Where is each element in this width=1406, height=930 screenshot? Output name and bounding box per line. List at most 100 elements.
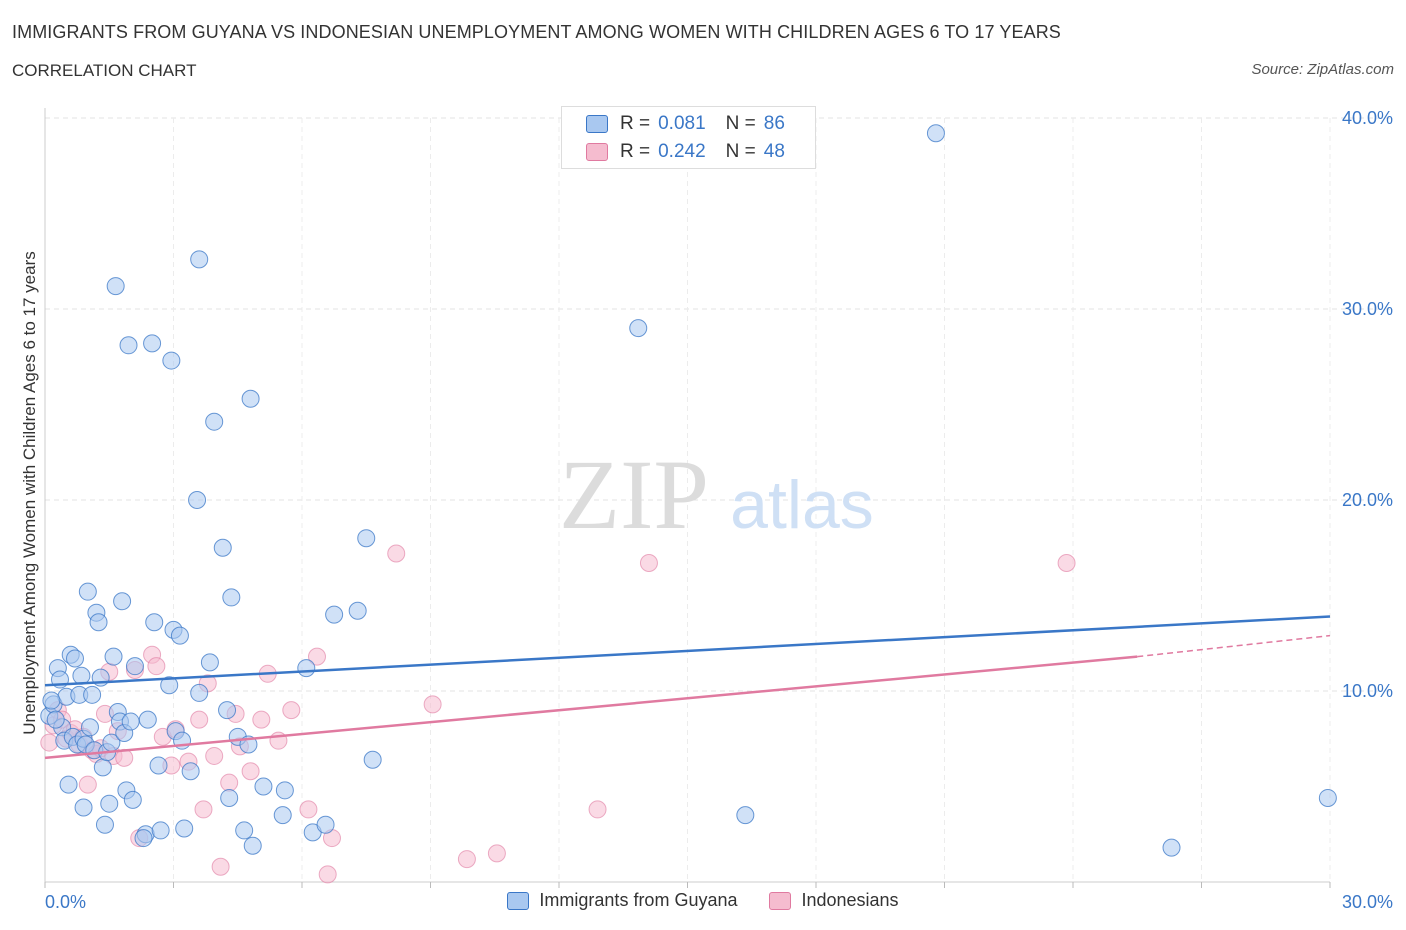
n-label: N = — [725, 141, 756, 162]
indonesians-point — [487, 844, 506, 863]
tick-labels: 10.0% 20.0% 30.0% 40.0% 0.0% 30.0% — [45, 108, 1393, 912]
guyana-point — [83, 685, 102, 704]
indonesians-swatch — [586, 143, 608, 161]
guyana-point — [100, 794, 119, 813]
guyana-point — [162, 351, 181, 370]
y-tick-label: 30.0% — [1342, 299, 1393, 319]
guyana-point — [629, 319, 648, 338]
chart-subtitle: CORRELATION CHART — [12, 61, 197, 80]
indonesians-point — [423, 695, 442, 714]
r-label: R = — [620, 141, 651, 162]
stats-legend: R = 0.081 N = 86 R = 0.242 N = 48 — [561, 106, 816, 169]
y-tick-label: 20.0% — [1342, 490, 1393, 510]
watermark-zip: ZIP — [559, 439, 709, 550]
indonesians-point — [387, 544, 406, 563]
indonesians-point — [40, 733, 59, 752]
guyana-point — [72, 666, 91, 685]
n-value-indonesians: 48 — [763, 141, 785, 162]
indonesians-point — [639, 554, 658, 573]
indonesians-point — [205, 746, 224, 765]
guyana-point — [74, 798, 93, 817]
guyana-point — [65, 649, 84, 668]
guyana-point — [123, 790, 142, 809]
watermark: ZIP atlas — [559, 439, 874, 550]
guyana-point — [80, 718, 99, 737]
indonesians-point — [457, 850, 476, 869]
guyana-point — [104, 647, 123, 666]
guyana-point — [1318, 788, 1337, 807]
guyana-point — [59, 775, 78, 794]
guyana-point — [188, 491, 207, 509]
r-label: R = — [620, 113, 651, 134]
n-value-guyana: 86 — [763, 113, 785, 134]
guyana-point — [190, 683, 209, 702]
guyana-point — [348, 601, 367, 620]
guyana-point — [222, 588, 241, 607]
guyana-swatch — [586, 115, 608, 133]
guyana-point — [160, 676, 179, 695]
legend-item-guyana[interactable]: Immigrants from Guyana — [507, 890, 737, 911]
guyana-point — [46, 710, 65, 729]
guyana-point — [95, 815, 114, 834]
guyana-point — [1162, 838, 1181, 857]
indonesians-point — [318, 865, 337, 884]
legend-item-indonesians[interactable]: Indonesians — [769, 890, 899, 911]
guyana-point — [316, 815, 335, 834]
gridlines — [45, 117, 1390, 882]
y-tick-label: 10.0% — [1342, 681, 1393, 701]
guyana-point — [181, 762, 200, 781]
indonesians-point — [1057, 554, 1076, 573]
indonesians-point — [220, 773, 239, 792]
guyana-point — [241, 389, 260, 408]
guyana-point — [175, 819, 194, 838]
indonesians-trend-line — [44, 655, 1138, 760]
guyana-point — [190, 250, 209, 269]
stats-row-indonesians: R = 0.242 N = 48 — [586, 140, 785, 164]
guyana-trend-line — [44, 615, 1331, 687]
indonesians-point — [190, 710, 209, 729]
guyana-point — [254, 777, 273, 796]
x-tick-label: 0.0% — [45, 892, 86, 912]
axes — [44, 108, 1331, 888]
legend-label-guyana: Immigrants from Guyana — [539, 890, 738, 910]
indonesians-point — [78, 775, 97, 794]
guyana-point — [143, 334, 162, 353]
y-axis-label: Unemployment Among Women with Children A… — [20, 251, 39, 735]
indonesians-point — [307, 647, 326, 666]
guyana-point — [93, 758, 112, 777]
legend-label-indonesians: Indonesians — [801, 890, 899, 910]
y-tick-label: 40.0% — [1342, 108, 1393, 128]
indonesians-point — [252, 710, 271, 729]
indonesians-point — [588, 800, 607, 819]
guyana-point — [113, 592, 132, 611]
guyana-point — [218, 701, 237, 720]
legend-swatch-indonesians — [769, 891, 792, 910]
guyana-point — [145, 613, 164, 632]
r-value-indonesians: 0.242 — [658, 141, 706, 162]
indonesians-point — [299, 800, 318, 819]
guyana-point — [121, 712, 140, 731]
indonesians-point — [211, 857, 230, 876]
guyana-point — [89, 613, 108, 632]
guyana-point — [42, 691, 61, 710]
guyana-point — [297, 659, 316, 678]
guyana-point — [220, 788, 239, 807]
guyana-point — [273, 806, 292, 825]
guyana-point — [325, 605, 344, 624]
guyana-point — [134, 829, 153, 848]
guyana-point — [205, 412, 224, 431]
guyana-point — [149, 756, 168, 775]
r-value-guyana: 0.081 — [658, 113, 706, 134]
guyana-point — [926, 124, 945, 143]
legend-swatch-guyana — [507, 891, 530, 910]
chart-title: IMMIGRANTS FROM GUYANA VS INDONESIAN UNE… — [12, 22, 1061, 42]
guyana-points — [40, 124, 1337, 857]
guyana-point — [151, 821, 170, 840]
indonesians-points — [40, 544, 1076, 884]
guyana-point — [235, 821, 254, 840]
guyana-point — [138, 710, 157, 729]
stats-row-guyana: R = 0.081 N = 86 — [586, 112, 785, 136]
watermark-atlas: atlas — [730, 467, 874, 543]
series-legend: Immigrants from Guyana Indonesians — [0, 890, 1406, 911]
